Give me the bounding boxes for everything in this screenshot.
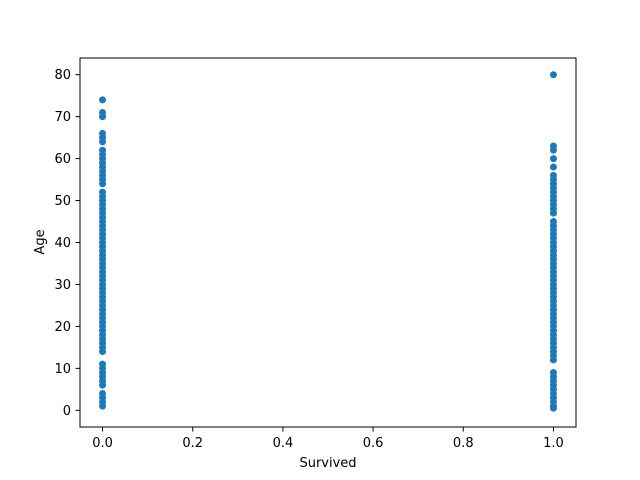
x-tick-label: 0.4 xyxy=(273,436,294,451)
x-axis: 0.0 0.2 0.4 0.6 0.8 1.0 xyxy=(92,427,564,451)
x-tick-label: 0.0 xyxy=(92,436,113,451)
data-point xyxy=(549,71,557,79)
data-point xyxy=(99,146,107,154)
y-tick-label: 80 xyxy=(54,68,71,83)
y-tick-label: 50 xyxy=(54,194,71,209)
y-tick-label: 0 xyxy=(63,404,71,419)
y-tick-label: 40 xyxy=(54,236,71,251)
plot-frame xyxy=(79,57,577,428)
data-point xyxy=(549,155,557,163)
data-point xyxy=(549,171,557,179)
x-tick-label: 0.2 xyxy=(182,436,203,451)
data-point xyxy=(549,369,557,377)
data-point xyxy=(99,129,107,137)
data-point xyxy=(99,360,107,368)
x-axis-label: Survived xyxy=(299,456,356,471)
y-tick-label: 20 xyxy=(54,320,71,335)
x-tick-label: 1.0 xyxy=(543,436,564,451)
data-point xyxy=(99,188,107,196)
data-point xyxy=(549,218,557,226)
x-tick-label: 0.8 xyxy=(453,436,474,451)
y-axis-label: Age xyxy=(33,229,48,254)
y-axis: 0 10 20 30 40 50 60 70 80 xyxy=(54,68,80,419)
points-layer xyxy=(99,71,557,412)
y-tick-label: 10 xyxy=(54,362,71,377)
data-point xyxy=(99,108,107,116)
y-tick-label: 70 xyxy=(54,110,71,125)
data-point xyxy=(549,142,557,150)
x-tick-label: 0.6 xyxy=(363,436,384,451)
y-tick-label: 60 xyxy=(54,152,71,167)
data-point xyxy=(99,96,107,104)
data-point xyxy=(549,163,557,171)
y-tick-label: 30 xyxy=(54,278,71,293)
data-point xyxy=(99,390,107,398)
